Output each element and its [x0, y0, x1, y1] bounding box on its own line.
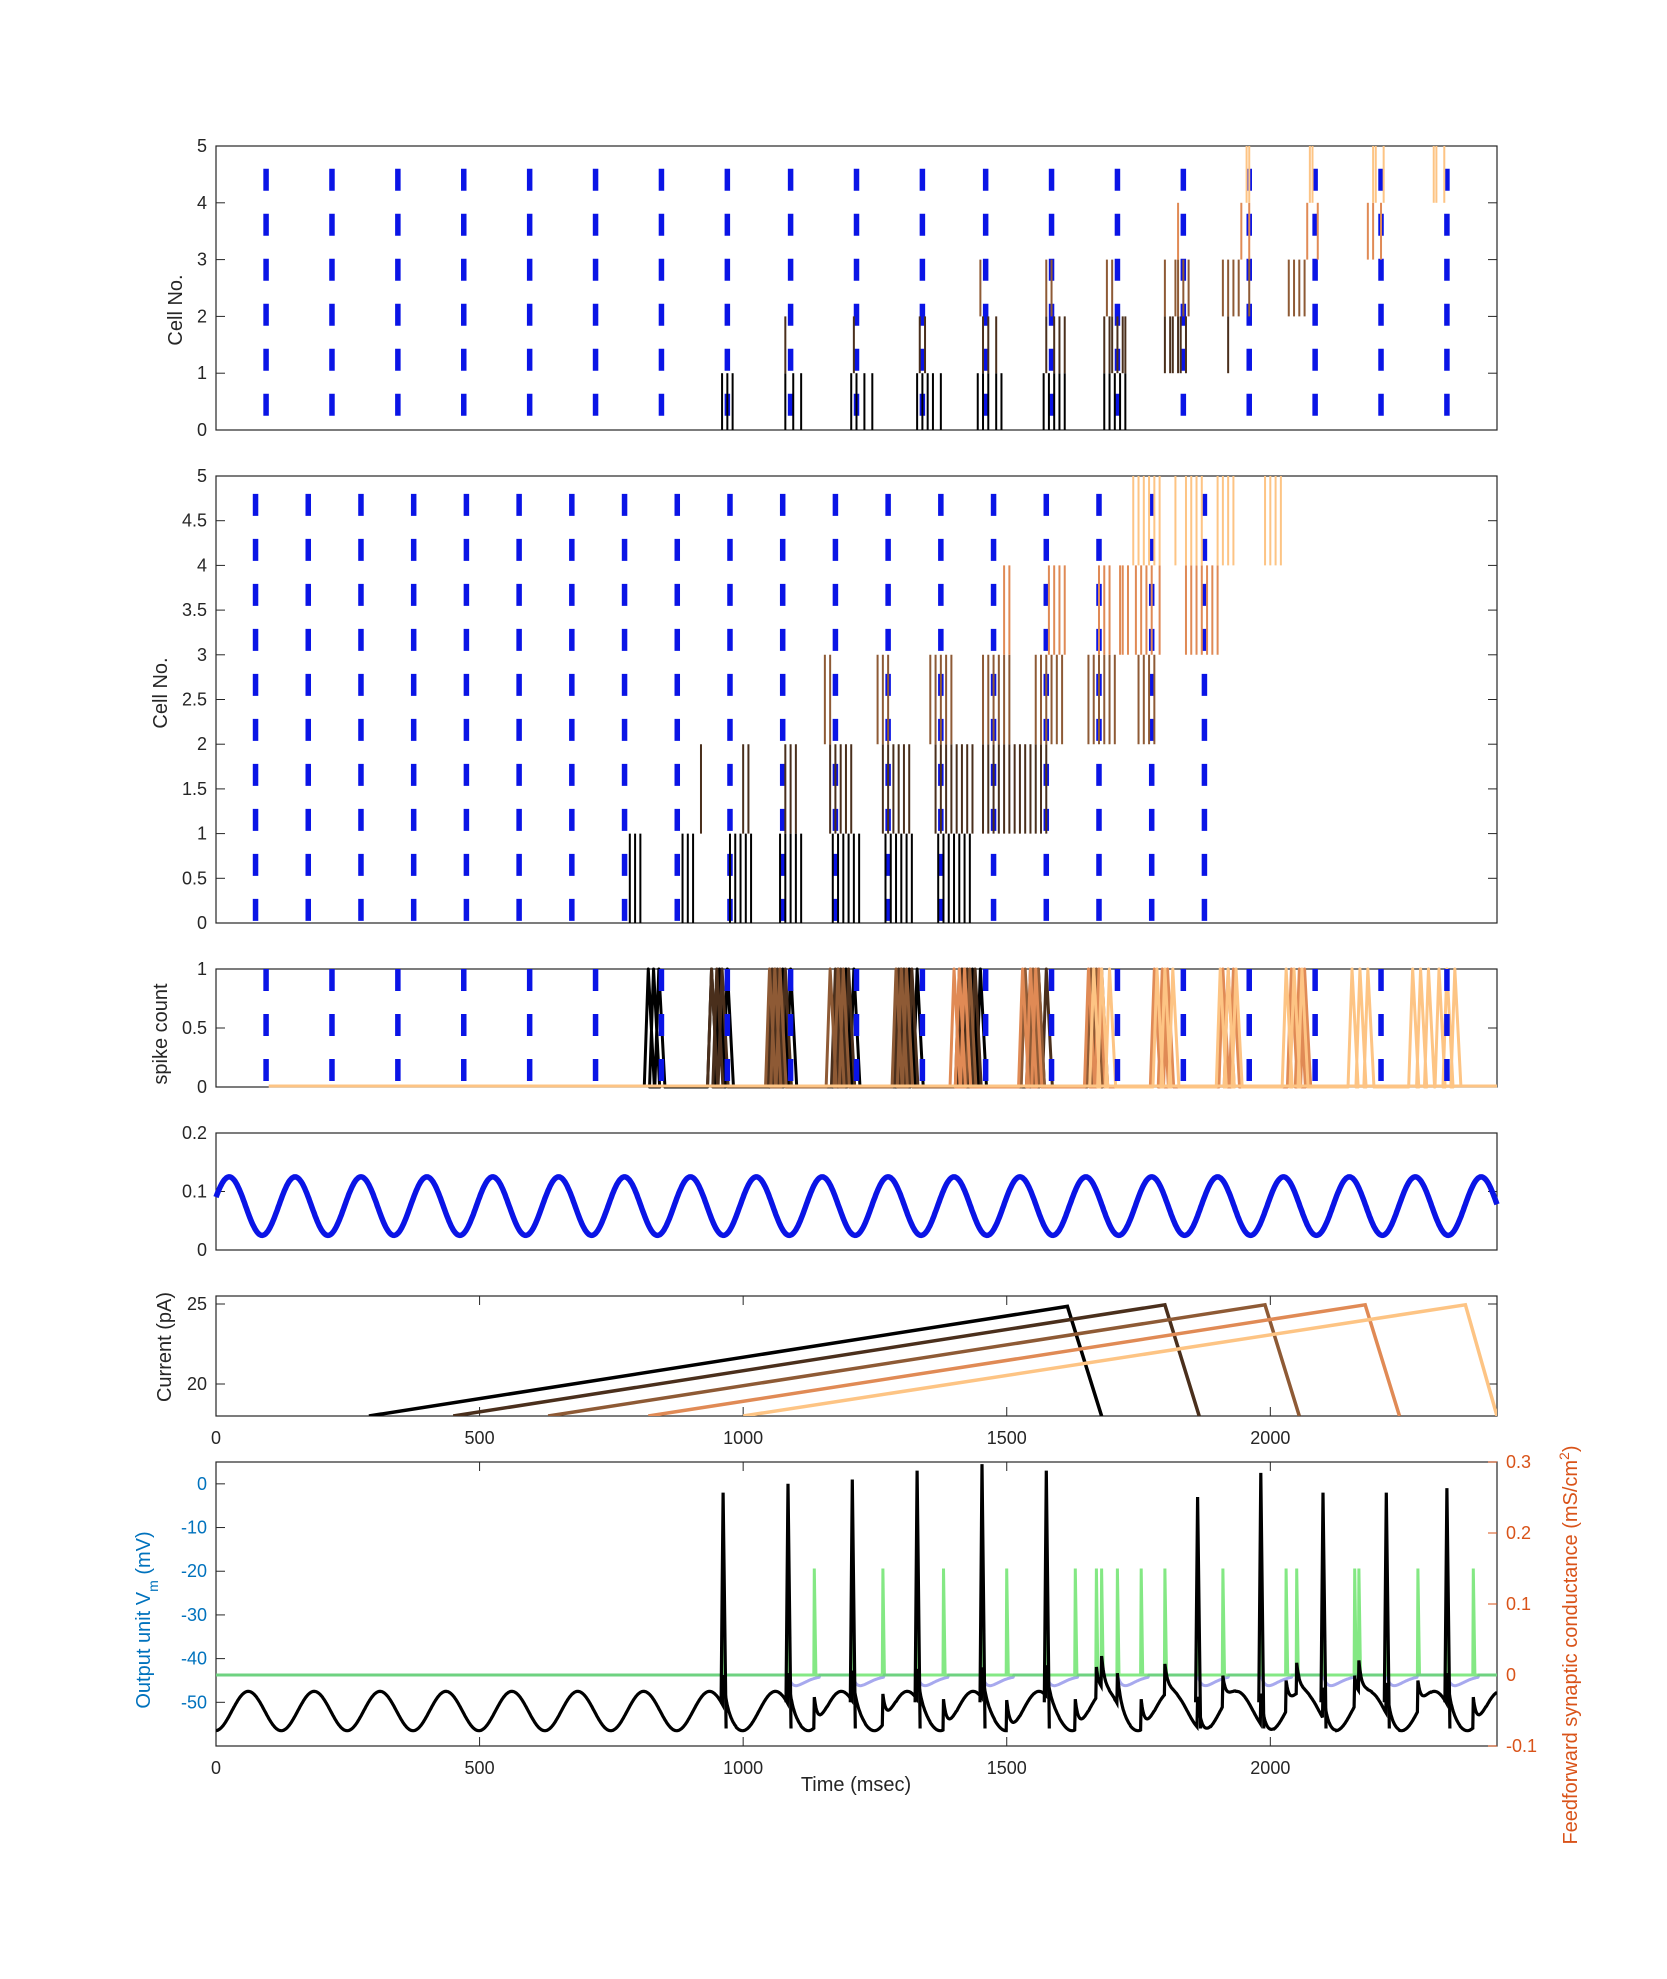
ytick-label: -40	[181, 1649, 207, 1669]
panel-6: -50 -40 -30 -20 -10 0 0 500 1000 1500 2000 -0.1 0 0.1…	[181, 1452, 1537, 1778]
ytick-label: 0.1	[182, 1182, 207, 1202]
y2tick-label: 0.1	[1506, 1594, 1531, 1614]
ytick-label: -50	[181, 1692, 207, 1712]
ytick-label: 0.5	[182, 868, 207, 888]
feedforward-conductance-trace	[216, 1568, 1497, 1677]
xtick-label: 500	[465, 1428, 495, 1448]
output-spike	[1257, 1472, 1266, 1729]
panel6-ylabel: Output unit Vm (mV)	[133, 1531, 161, 1708]
ytick-label: 4.5	[182, 511, 207, 531]
y2tick-label: -0.1	[1506, 1736, 1537, 1756]
ramp-current-cell-2	[547, 1302, 1301, 1416]
output-spike	[848, 1479, 857, 1729]
xtick-label: 0	[211, 1758, 221, 1778]
ytick-label: 0.5	[182, 1018, 207, 1038]
ramp-current-cell-3	[648, 1302, 1402, 1416]
output-spike	[913, 1470, 922, 1729]
ytick-label: 0.2	[182, 1123, 207, 1143]
ytick-label: 2	[197, 306, 207, 326]
xtick-label: 2000	[1250, 1758, 1290, 1778]
ytick-label: 1	[197, 824, 207, 844]
y2tick-label: 0.2	[1506, 1523, 1531, 1543]
ytick-label: 3	[197, 250, 207, 270]
panel-5: 20 25 0 500 1000 1500 2000	[187, 1294, 1498, 1448]
output-spike	[719, 1492, 728, 1729]
panel6-y2label-main: Feedforward synaptic conductance (mS/cm	[1560, 1460, 1582, 1845]
panel-frame	[215, 1295, 1498, 1417]
ytick-label: 4	[197, 193, 207, 213]
ytick-label: 0	[197, 1474, 207, 1494]
y2tick-label: 0	[1506, 1665, 1516, 1685]
oscillation-trace	[213, 1174, 1500, 1239]
xtick-label: 1500	[987, 1758, 1027, 1778]
ytick-label: 0	[197, 420, 207, 440]
panel6-ylabel-tail: (mV)	[133, 1531, 155, 1580]
y2tick-label: 0.3	[1506, 1452, 1531, 1472]
ytick-label: 3	[197, 645, 207, 665]
panel6-y2label-tail: )	[1560, 1445, 1582, 1452]
output-spike	[1443, 1488, 1452, 1729]
ytick-label: 5	[197, 466, 207, 486]
ytick-label: 0	[197, 1240, 207, 1260]
output-spike	[784, 1483, 793, 1729]
panel-2: 0 0.5 1 1.5 2 2.5 3 3.5 4 4.5 5	[182, 466, 1498, 933]
panel-1: 0 1 2 3 4 5	[197, 136, 1498, 440]
panel6-y2label: Feedforward synaptic conductance (mS/cm2…	[1556, 1445, 1582, 1844]
output-spike	[1319, 1492, 1328, 1729]
ytick-label: 3.5	[182, 600, 207, 620]
panel5-ylabel: Current (pA)	[154, 1292, 176, 1402]
xtick-label: 0	[211, 1428, 221, 1448]
output-spike	[1194, 1496, 1203, 1729]
panel6-xlabel: Time (msec)	[801, 1774, 911, 1796]
ytick-label: -30	[181, 1605, 207, 1625]
output-spike	[1382, 1492, 1391, 1729]
ytick-label: 20	[187, 1374, 207, 1394]
ramp-current-cell-1	[452, 1302, 1201, 1416]
panel2-ylabel: Cell No.	[150, 657, 172, 728]
xtick-label: 1000	[723, 1758, 763, 1778]
panel6-y2label-sup: 2	[1556, 1452, 1572, 1460]
ytick-label: -10	[181, 1518, 207, 1538]
xtick-label: 1000	[723, 1428, 763, 1448]
xtick-label: 1500	[987, 1428, 1027, 1448]
xtick-label: 2000	[1250, 1428, 1290, 1448]
ramp-current-cell-0	[368, 1304, 1104, 1416]
panel6-ylabel-sub: m	[145, 1580, 161, 1592]
ytick-label: 2	[197, 734, 207, 754]
ytick-label: 1	[197, 363, 207, 383]
ytick-label: 2.5	[182, 690, 207, 710]
output-spike	[1042, 1470, 1051, 1729]
spike-count-trace-cell-4	[1088, 967, 1463, 1089]
ytick-label: 0	[197, 1077, 207, 1097]
panel1-ylabel: Cell No.	[165, 274, 187, 345]
panel3-ylabel: spike count	[150, 983, 172, 1085]
ytick-label: 1.5	[182, 779, 207, 799]
ytick-label: -20	[181, 1561, 207, 1581]
ytick-label: 25	[187, 1294, 207, 1314]
ytick-label: 0	[197, 913, 207, 933]
plot-layer: 01234500.511.522.533.544.5500.5100.10.22…	[181, 136, 1537, 1778]
output-spike	[978, 1464, 987, 1729]
xtick-label: 500	[465, 1758, 495, 1778]
ytick-label: 5	[197, 136, 207, 156]
ytick-label: 1	[197, 959, 207, 979]
ramp-current-cell-4	[742, 1302, 1497, 1416]
ytick-label: 4	[197, 555, 207, 575]
panel-3: 00.51	[182, 959, 1498, 1097]
panel6-ylabel-main: Output unit V	[133, 1591, 155, 1708]
panel-4: 0 0.1 0.2	[182, 1123, 1500, 1260]
